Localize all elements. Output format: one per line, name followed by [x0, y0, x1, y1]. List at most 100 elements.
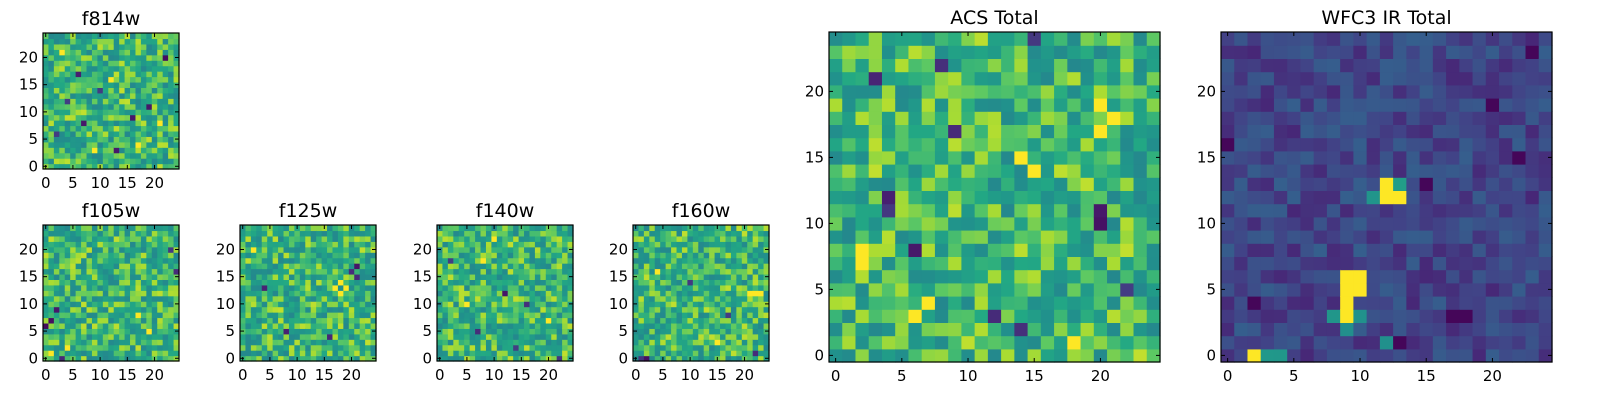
heatmap-cell: [763, 312, 770, 319]
heatmap-cell: [758, 306, 765, 313]
heatmap-cell: [370, 333, 377, 340]
heatmap-cell: [1538, 203, 1553, 218]
heatmap-cell: [1287, 150, 1302, 165]
heatmap-cell: [151, 235, 158, 242]
heatmap-cell: [855, 177, 870, 191]
heatmap-cell: [868, 190, 883, 205]
heatmap-cell: [1133, 150, 1148, 165]
heatmap-cell: [551, 230, 558, 237]
heatmap-cell: [842, 58, 857, 73]
heatmap-cell: [649, 241, 656, 248]
heatmap-cell: [1419, 282, 1434, 297]
heatmap-cell: [1525, 309, 1540, 323]
heatmap-cell: [1027, 177, 1042, 191]
heatmap-cell: [321, 246, 328, 253]
heatmap-cell: [108, 49, 115, 56]
heatmap-cell: [283, 257, 290, 264]
heatmap-cell: [1080, 243, 1095, 257]
heatmap-cell: [562, 284, 569, 291]
heatmap-cell: [75, 87, 82, 94]
heatmap-cell: [1512, 137, 1527, 152]
heatmap-cell: [921, 322, 936, 337]
heatmap-cell: [86, 339, 93, 346]
heatmap-cell: [842, 84, 857, 99]
heatmap-cell: [725, 290, 732, 297]
heatmap-cell: [108, 301, 115, 308]
heatmap-cell: [305, 333, 312, 340]
x-tick-label: 5: [68, 366, 78, 384]
heatmap-cell: [70, 81, 77, 88]
heatmap-cell: [348, 306, 355, 313]
heatmap-cell: [1499, 230, 1513, 244]
heatmap-cell: [1432, 124, 1447, 139]
heatmap-cell: [272, 252, 279, 259]
heatmap-cell: [48, 65, 55, 72]
heatmap-cell: [81, 43, 88, 50]
heatmap-cell: [725, 339, 732, 346]
heatmap-cell: [974, 282, 989, 297]
heatmap-cell: [1133, 230, 1148, 244]
heatmap-cell: [70, 120, 77, 127]
heatmap-cell: [475, 317, 482, 324]
heatmap-cell: [1366, 71, 1381, 86]
heatmap-cell: [130, 301, 137, 308]
heatmap-cell: [692, 295, 699, 302]
heatmap-cell: [97, 279, 104, 286]
heatmap-cell: [709, 344, 716, 351]
heatmap-cell: [987, 348, 1002, 363]
heatmap-cell: [1353, 335, 1368, 350]
heatmap-cell: [725, 246, 732, 253]
heatmap-cell: [168, 317, 175, 324]
heatmap-cell: [649, 333, 656, 340]
heatmap-cell: [1446, 71, 1460, 86]
heatmap-cell: [91, 339, 98, 346]
heatmap-cell: [703, 257, 710, 264]
heatmap-cell: [961, 335, 976, 350]
heatmap-cell: [747, 279, 754, 286]
heatmap-cell: [1366, 177, 1381, 191]
heatmap-cell: [64, 92, 71, 99]
heatmap-cell: [250, 268, 257, 275]
heatmap-cell: [921, 190, 936, 205]
heatmap-cell: [299, 344, 306, 351]
heatmap-cell: [687, 252, 694, 259]
heatmap-cell: [299, 263, 306, 270]
heatmap-cell: [687, 339, 694, 346]
heatmap-cell: [1234, 111, 1249, 125]
heatmap-cell: [453, 333, 460, 340]
heatmap-cell: [130, 328, 137, 335]
heatmap-cell: [240, 257, 247, 264]
heatmap-cell: [638, 273, 645, 280]
heatmap-cell: [151, 252, 158, 259]
heatmap-cell: [1313, 124, 1328, 139]
heatmap-cell: [703, 344, 710, 351]
heatmap-cell: [135, 136, 142, 143]
heatmap-cell: [934, 230, 949, 244]
heatmap-cell: [173, 290, 180, 297]
heatmap-cell: [447, 322, 454, 329]
heatmap-cell: [921, 164, 936, 178]
heatmap-cell: [1446, 203, 1460, 218]
heatmap-cell: [469, 328, 476, 335]
heatmap-cell: [168, 279, 175, 286]
heatmap-cell: [337, 273, 344, 280]
x-tick-label: 0: [631, 366, 641, 384]
heatmap-cell: [502, 339, 509, 346]
heatmap-cell: [288, 306, 295, 313]
heatmap-cell: [752, 257, 759, 264]
heatmap-cell: [654, 295, 661, 302]
heatmap-cell: [278, 290, 285, 297]
heatmap-cell: [343, 301, 350, 308]
heatmap-cell: [1014, 111, 1029, 125]
heatmap-cell: [97, 136, 104, 143]
heatmap-cell: [1027, 216, 1042, 231]
heatmap-cell: [908, 322, 923, 337]
heatmap-cell: [437, 241, 444, 248]
heatmap-cell: [934, 216, 949, 231]
heatmap-cell: [1353, 322, 1368, 337]
heatmap-cell: [294, 279, 301, 286]
heatmap-cell: [59, 109, 66, 116]
heatmap-cell: [551, 339, 558, 346]
heatmap-cell: [908, 309, 923, 323]
heatmap-cell: [1406, 256, 1421, 271]
